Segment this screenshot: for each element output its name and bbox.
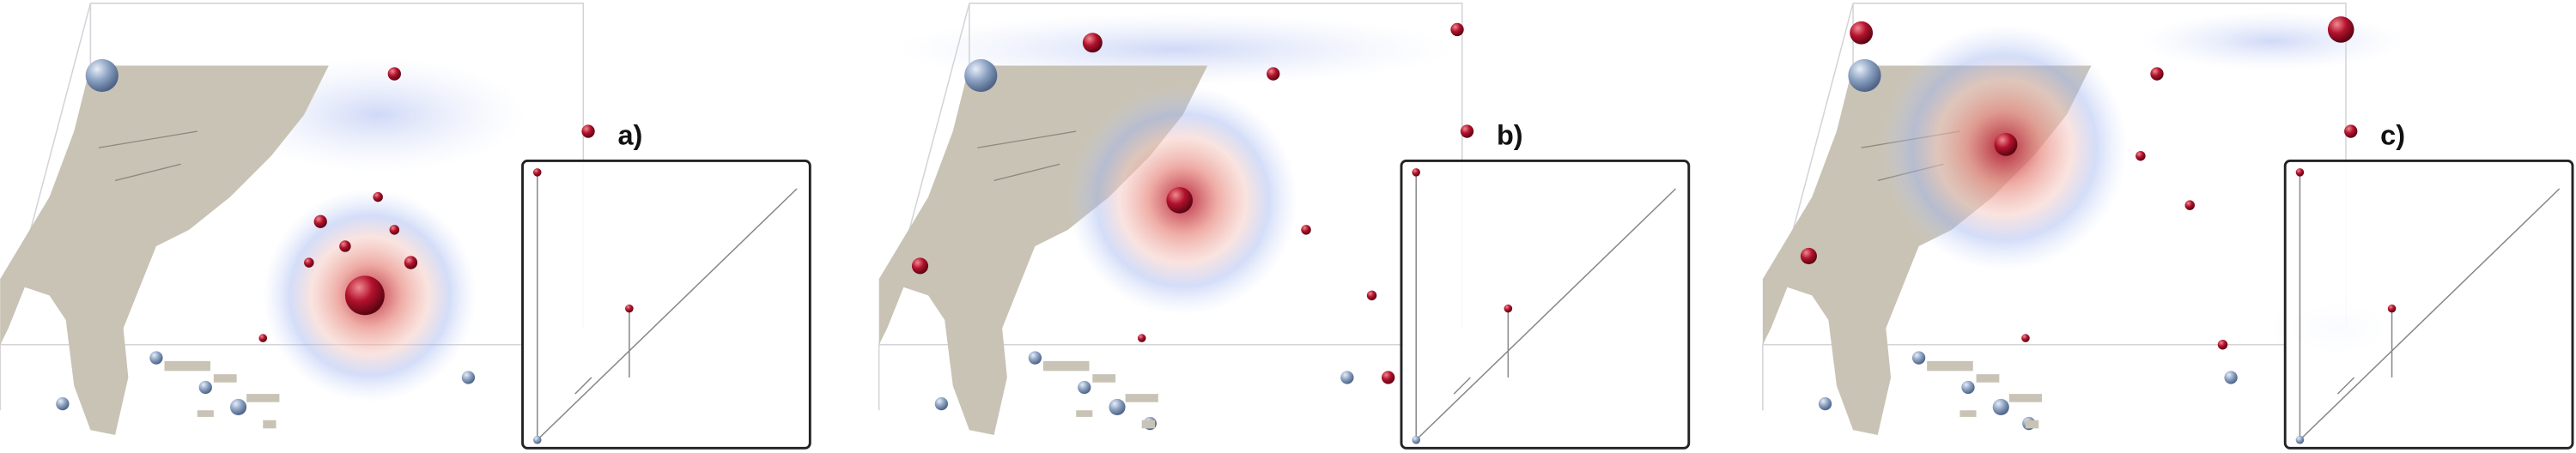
panel-b: b) — [878, 2, 2037, 450]
panel-c: c) — [1761, 2, 2576, 450]
panel-label: b) — [1497, 119, 1523, 150]
panel-label: c) — [2380, 119, 2405, 150]
panel-a: a) — [0, 2, 1158, 450]
panel-label: a) — [617, 119, 642, 150]
